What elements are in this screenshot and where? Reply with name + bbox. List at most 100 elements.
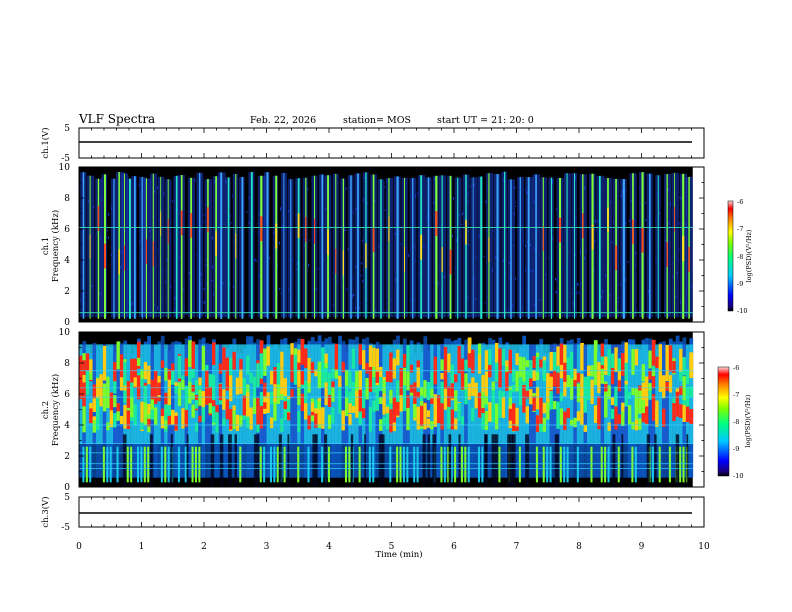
ch2-column-intensity [109, 392, 114, 415]
ch2-low-streak [682, 446, 685, 483]
ch2-column-intensity [327, 414, 332, 429]
ch1-noise-speck [678, 222, 680, 225]
ch2-column-intensity [259, 406, 264, 429]
ch2-low-streak [549, 446, 552, 483]
ch2-dark-gap [484, 434, 488, 487]
ch2-low-streak [467, 446, 470, 483]
ch1-freq-tick-0: 0 [64, 318, 70, 328]
ch2-column-mid [310, 344, 315, 444]
ch2-column-intensity [396, 349, 400, 366]
ch2-column-intensity [651, 339, 656, 366]
ch1-noise-speck [279, 207, 281, 211]
ch1-noise-speck [110, 205, 112, 208]
ch2-column-intensity [331, 368, 336, 379]
ch2-column-intensity [102, 366, 107, 381]
ch2-dark-gap [312, 434, 317, 487]
ch1-noise-speck [576, 283, 578, 286]
ch2-column-intensity [355, 390, 359, 418]
ch2-column-intensity [658, 344, 663, 370]
ch2-column-intensity [218, 363, 223, 374]
ch1-noise-speck [461, 223, 463, 225]
ch2-column-intensity [597, 362, 602, 373]
ch2-column-intensity [113, 413, 117, 428]
ch2-cbar-tick-6: -6 [733, 364, 739, 372]
ch2-low-streak [481, 446, 484, 483]
ch2-column-intensity [286, 399, 291, 412]
ch2-column-intensity [324, 374, 329, 396]
ch2-column-intensity [79, 372, 83, 398]
ch1-burst-peak [641, 227, 644, 253]
ch2-column-intensity [344, 374, 349, 398]
ch2-column-intensity [126, 381, 131, 408]
ch2-dark-gap [315, 434, 318, 487]
ch1-noise-speck [125, 317, 127, 320]
ch2-column-intensity [218, 383, 223, 401]
ch2-column-intensity [239, 359, 244, 378]
ch2-column-intensity [631, 387, 636, 396]
ch1-burst-core [510, 179, 512, 319]
ch1-noise-speck [362, 239, 364, 242]
ch2-column-intensity [130, 372, 134, 400]
ch2-column-intensity [515, 407, 520, 427]
ch2-column-intensity [525, 371, 530, 391]
ch2-column-intensity [672, 403, 677, 421]
ch2-dark-gap [149, 434, 153, 487]
ch2-low-streak [443, 446, 446, 483]
ch2-column-intensity [556, 401, 561, 429]
ch2-dark-gap [525, 434, 530, 487]
ch2-low-streak [106, 446, 109, 483]
ch2-column-intensity [198, 415, 203, 422]
ch2-column-mid [457, 344, 462, 444]
ch2-column-intensity [184, 385, 189, 410]
ch2-column-mid [171, 344, 175, 444]
ch2-column-mid [286, 344, 291, 444]
ch2-low-streak [542, 446, 545, 483]
ch1-burst-core [207, 179, 209, 319]
ch1-noise-speck [514, 277, 516, 280]
ch1-burst-peak [124, 245, 125, 271]
ch2-column-mid [119, 344, 124, 444]
ch1-burst-core [175, 175, 178, 319]
ch1-burst-core [380, 179, 382, 319]
ch2-column-intensity [471, 407, 475, 422]
ch2-column-intensity [440, 372, 445, 380]
ch2-low-streak [631, 446, 634, 483]
ch2-column-intensity [604, 383, 608, 396]
ch1-noise-speck [483, 256, 485, 258]
ch2-column-intensity [546, 402, 550, 420]
ch2-column-intensity [617, 358, 622, 372]
ch1-colorbar [727, 200, 734, 312]
ch2-column-intensity [225, 365, 230, 391]
ch2-column-intensity [491, 394, 496, 417]
ch2-low-streak [239, 446, 242, 483]
ch2-column-intensity [597, 363, 602, 387]
ch2-column-intensity [392, 358, 397, 379]
ch1-noise-speck [172, 200, 174, 203]
ch1-noise-speck [278, 241, 280, 245]
ch2-column-intensity [304, 348, 308, 368]
ch2-column-intensity [201, 391, 206, 414]
ch2-column-intensity [655, 356, 660, 369]
ch2-column-intensity [443, 373, 448, 393]
ch2-column-intensity [423, 380, 428, 399]
ch2-column-intensity [92, 398, 97, 412]
ch2-spectrogram-image [79, 332, 694, 487]
time-tick-label: 10 [698, 542, 710, 552]
ch2-low-streak [194, 446, 197, 483]
ch2-column-intensity [406, 407, 411, 431]
ch2-column-intensity [559, 364, 564, 379]
ch2-column-intensity [389, 389, 394, 404]
ch2-dark-gap [686, 434, 689, 487]
ch2-column-intensity [290, 389, 295, 398]
ch1-burst-core [305, 177, 307, 319]
ch1-burst-core [496, 174, 499, 319]
ch2-column-intensity [89, 408, 94, 424]
ch2-column-intensity [174, 415, 179, 431]
ch2-column-intensity [610, 408, 615, 420]
ch2-column-intensity [583, 425, 588, 432]
ch2-low-streak [590, 446, 593, 483]
ch1-freq-tick-6: 6 [64, 225, 70, 235]
ch2-column-mid [239, 344, 244, 444]
ch1-burst-core [160, 176, 162, 319]
ch1-burst-core [167, 179, 169, 319]
